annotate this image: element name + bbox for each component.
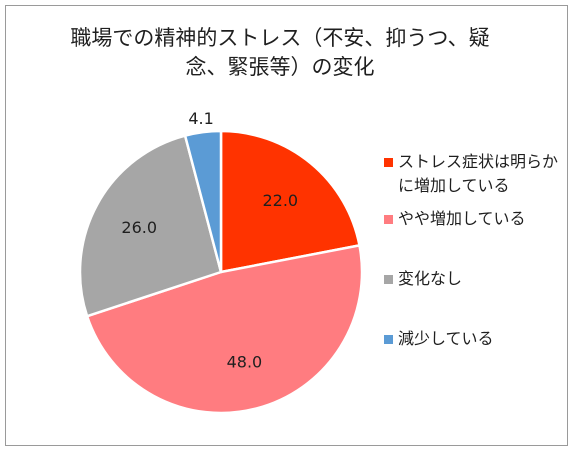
data-label-1: 22.0 bbox=[262, 191, 298, 210]
legend-item-1: ストレス症状は明らかに増加している bbox=[384, 150, 558, 198]
legend-label-1: ストレス症状は明らかに増加している bbox=[398, 152, 559, 195]
legend-item-3: 変化なし bbox=[384, 267, 558, 291]
chart-title-line-1: 職場での精神的ストレス（不安、抑うつ、疑 bbox=[70, 26, 490, 50]
chart-title: 職場での精神的ストレス（不安、抑うつ、疑 念、緊張等）の変化 bbox=[20, 24, 540, 82]
chart-title-line-2: 念、緊張等）の変化 bbox=[185, 55, 375, 79]
data-label-3: 26.0 bbox=[121, 218, 157, 237]
data-label-2: 48.0 bbox=[227, 353, 263, 372]
data-label-4: 4.1 bbox=[188, 109, 213, 128]
legend-label-2: やや増加している bbox=[398, 209, 526, 228]
legend-label-4: 減少している bbox=[398, 329, 494, 348]
legend-swatch-4 bbox=[384, 335, 393, 344]
legend-swatch-1 bbox=[384, 158, 393, 167]
legend-item-2: やや増加している bbox=[384, 207, 558, 231]
legend-swatch-3 bbox=[384, 275, 393, 284]
pie-slice-2 bbox=[85, 244, 364, 415]
pie-slice-3 bbox=[78, 134, 223, 318]
legend-label-3: 変化なし bbox=[398, 269, 463, 288]
legend-item-4: 減少している bbox=[384, 327, 558, 351]
legend-swatch-2 bbox=[384, 215, 393, 224]
pie-slice-1 bbox=[219, 129, 361, 274]
pie-slice-4 bbox=[183, 129, 223, 274]
